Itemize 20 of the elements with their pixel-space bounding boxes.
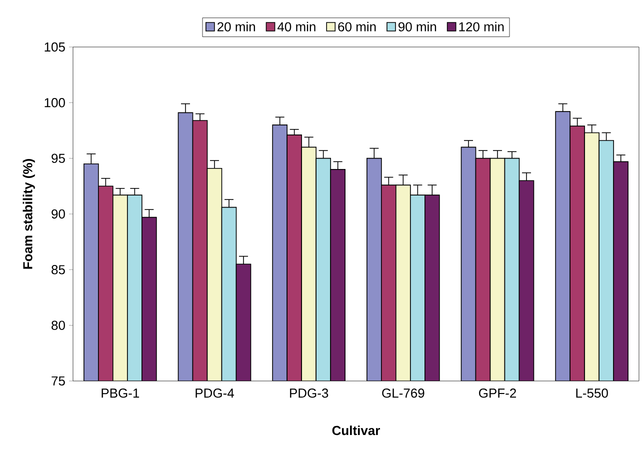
legend-label: 120 min: [459, 22, 504, 32]
x-tick-label: GL-769: [382, 388, 424, 398]
x-tick-label: L-550: [576, 388, 608, 398]
legend-label: 60 min: [338, 22, 376, 32]
y-axis-title: Foam stability (%): [22, 159, 35, 269]
y-tick-label: 80: [52, 320, 65, 330]
x-tick-label: PDG-4: [196, 388, 234, 398]
legend-label: 20 min: [217, 22, 255, 32]
y-tick-label: 90: [52, 209, 65, 219]
y-tick-label: 100: [44, 98, 65, 108]
legend-label: 90 min: [398, 22, 436, 32]
legend-label: 40 min: [277, 22, 316, 32]
x-tick-label: GPF-2: [479, 388, 516, 398]
y-tick-label: 105: [44, 42, 65, 52]
y-tick-label: 85: [52, 265, 65, 274]
x-tick-label: PBG-1: [102, 388, 140, 398]
x-tick-label: PDG-3: [290, 388, 328, 398]
y-tick-label: 75: [52, 376, 65, 386]
x-axis-title: Cultivar: [332, 426, 380, 436]
y-tick-label: 95: [52, 154, 65, 163]
